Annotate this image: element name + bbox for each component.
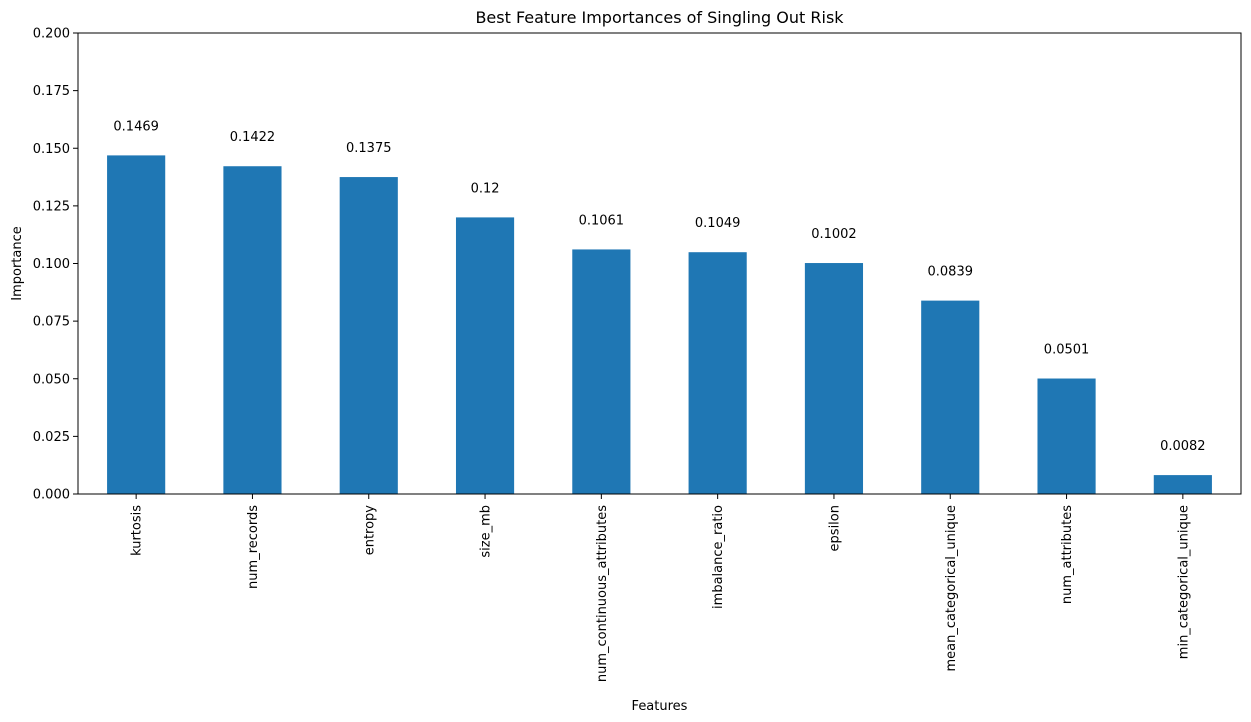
data-label-num_continuous_attributes: 0.1061	[579, 213, 625, 228]
data-label-num_records: 0.1422	[230, 130, 276, 145]
y-tick-label: 0.175	[33, 84, 70, 99]
x-axis: kurtosis num_records entropy size_mb num_con…	[130, 494, 1191, 682]
y-tick-label: 0.150	[33, 142, 70, 157]
bar-num_attributes	[1037, 378, 1096, 494]
x-axis-title: Features	[632, 699, 688, 714]
data-label-kurtosis: 0.1469	[113, 119, 159, 134]
bar-min_categorical_unique	[1153, 475, 1212, 494]
y-tick-label: 0.050	[33, 372, 70, 387]
bar-size_mb	[455, 217, 515, 494]
bar-imbalance_ratio	[688, 252, 747, 494]
x-tick-label-entropy: entropy	[362, 505, 377, 556]
y-tick-label: 0.025	[33, 430, 70, 445]
y-tick-label: 0.200	[33, 27, 70, 42]
x-tick-label-min_categorical_unique: min_categorical_unique	[1176, 505, 1191, 659]
data-label-num_attributes: 0.0501	[1044, 343, 1090, 358]
bar-kurtosis	[107, 155, 166, 494]
chart-title: Best Feature Importances of Singling Out…	[475, 8, 844, 27]
bar-entropy	[339, 177, 398, 494]
data-label-imbalance_ratio: 0.1049	[695, 216, 741, 231]
data-label-min_categorical_unique: 0.0082	[1160, 439, 1206, 454]
plot-frame	[77, 32, 1242, 495]
bar-num_continuous_attributes	[572, 249, 631, 494]
bar-epsilon	[804, 263, 864, 494]
y-tick-label: 0.125	[33, 199, 70, 214]
x-tick-label-epsilon: epsilon	[827, 505, 842, 551]
bar-num_records	[223, 166, 282, 494]
y-axis: 0.000 0.025 0.050 0.075 0.100 0.125 0.150 0.175…	[33, 27, 78, 503]
x-tick-label-num_records: num_records	[246, 505, 261, 589]
x-tick-label-num_continuous_attributes: num_continuous_attributes	[595, 505, 610, 682]
data-label-entropy: 0.1375	[346, 141, 392, 156]
value-labels-group: 0.1469 0.1422 0.1375 0.12 0.1061 0.1049 0.1002…	[113, 119, 1205, 454]
y-tick-label: 0.075	[33, 315, 70, 330]
data-label-mean_categorical_unique: 0.0839	[928, 265, 974, 280]
y-tick-label: 0.000	[33, 488, 70, 503]
x-tick-label-num_attributes: num_attributes	[1060, 505, 1075, 604]
data-label-epsilon: 0.1002	[811, 227, 857, 242]
x-tick-label-mean_categorical_unique: mean_categorical_unique	[944, 505, 959, 672]
bars-group	[107, 155, 1212, 494]
data-label-size_mb: 0.12	[471, 181, 500, 196]
x-tick-label-kurtosis: kurtosis	[130, 505, 145, 556]
bar-mean_categorical_unique	[921, 300, 980, 494]
y-axis-title: Importance	[10, 226, 25, 301]
y-tick-label: 0.100	[33, 257, 70, 272]
x-tick-label-size_mb: size_mb	[479, 505, 494, 558]
x-tick-label-imbalance_ratio: imbalance_ratio	[711, 505, 726, 609]
